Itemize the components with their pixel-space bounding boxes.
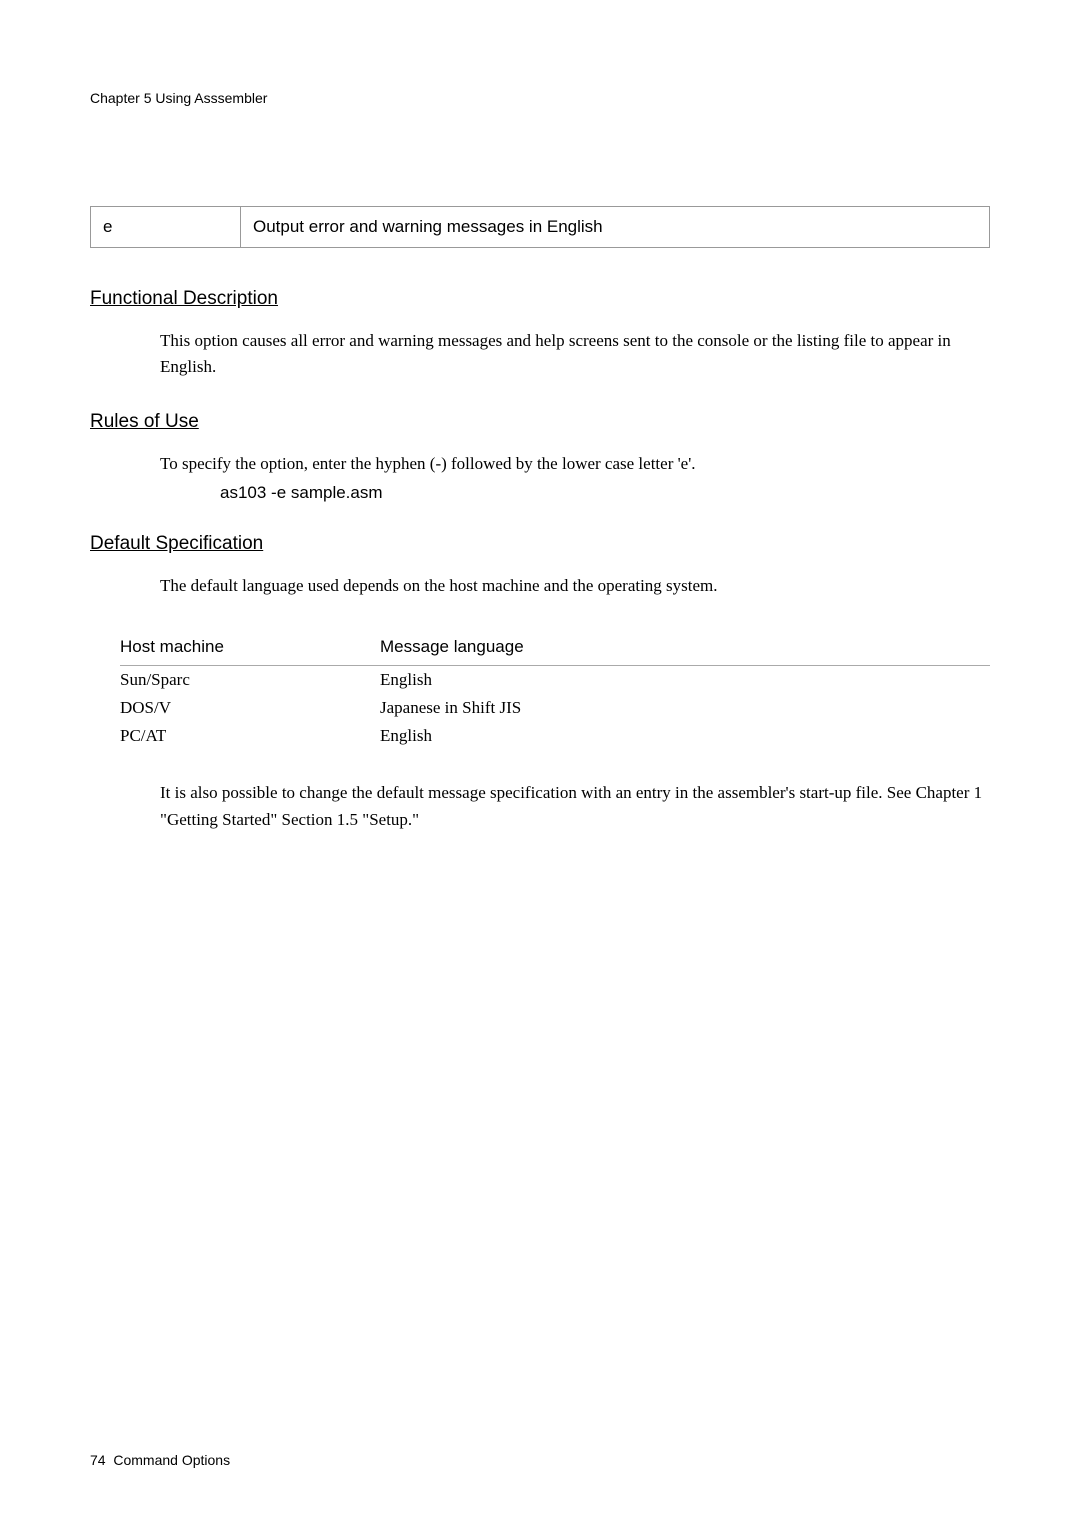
footer-section-name: Command Options bbox=[113, 1452, 230, 1468]
host-cell: DOS/V bbox=[120, 694, 380, 722]
functional-body: This option causes all error and warning… bbox=[160, 328, 990, 381]
page-footer: 74 Command Options bbox=[90, 1452, 230, 1468]
chapter-header: Chapter 5 Using Asssembler bbox=[90, 90, 990, 106]
lang-cell: English bbox=[380, 666, 990, 695]
host-cell: Sun/Sparc bbox=[120, 666, 380, 695]
rules-body: To specify the option, enter the hyphen … bbox=[160, 451, 990, 477]
option-table: e Output error and warning messages in E… bbox=[90, 206, 990, 248]
section-heading-default: Default Specification bbox=[90, 533, 990, 555]
host-cell: PC/AT bbox=[120, 722, 380, 750]
host-col-header: Host machine bbox=[120, 629, 380, 666]
option-key-cell: e bbox=[91, 207, 241, 248]
table-row: Sun/Sparc English bbox=[120, 666, 990, 695]
rules-code-example: as103 -e sample.asm bbox=[220, 483, 990, 503]
table-header-row: Host machine Message language bbox=[120, 629, 990, 666]
default-note: It is also possible to change the defaul… bbox=[160, 780, 990, 833]
lang-cell: Japanese in Shift JIS bbox=[380, 694, 990, 722]
lang-cell: English bbox=[380, 722, 990, 750]
table-row: DOS/V Japanese in Shift JIS bbox=[120, 694, 990, 722]
section-heading-functional: Functional Description bbox=[90, 288, 990, 310]
section-heading-rules: Rules of Use bbox=[90, 411, 990, 433]
default-body: The default language used depends on the… bbox=[160, 573, 990, 599]
option-desc-cell: Output error and warning messages in Eng… bbox=[241, 207, 990, 248]
page-number: 74 bbox=[90, 1452, 106, 1468]
page: Chapter 5 Using Asssembler e Output erro… bbox=[0, 0, 1080, 1528]
host-machine-table: Host machine Message language Sun/Sparc … bbox=[120, 629, 990, 750]
table-row: PC/AT English bbox=[120, 722, 990, 750]
table-row: e Output error and warning messages in E… bbox=[91, 207, 990, 248]
lang-col-header: Message language bbox=[380, 629, 990, 666]
